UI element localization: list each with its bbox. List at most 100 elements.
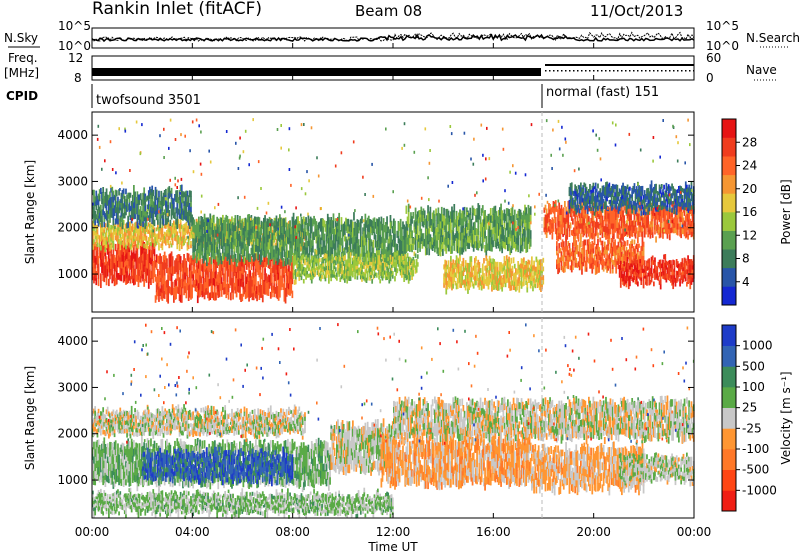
heatmap-cell xyxy=(266,276,269,284)
heatmap-cell xyxy=(240,229,242,236)
heatmap-cell xyxy=(308,233,311,241)
heatmap-cell xyxy=(239,238,241,247)
heatmap-cell xyxy=(117,247,119,255)
heatmap-cell xyxy=(137,265,140,273)
heatmap-cell xyxy=(133,196,135,203)
heatmap-cell xyxy=(158,255,160,264)
heatmap-cell xyxy=(249,277,252,285)
heatmap-cell xyxy=(142,198,144,205)
heatmap-cell xyxy=(294,237,297,245)
heatmap-cell xyxy=(267,226,270,235)
heatmap-cell xyxy=(128,211,131,217)
nave-dot xyxy=(677,70,679,72)
heatmap-cell xyxy=(210,249,213,257)
heatmap-cell xyxy=(182,239,184,243)
heatmap-cell xyxy=(109,258,111,266)
heatmap-cell xyxy=(135,202,138,209)
heatmap-cell xyxy=(95,214,98,220)
freq-unit: [MHz] xyxy=(4,66,39,80)
heatmap-cell xyxy=(184,265,187,273)
heatmap-cell xyxy=(129,235,132,241)
heatmap-cell xyxy=(322,218,325,227)
heatmap-cell xyxy=(326,235,329,244)
heatmap-cell xyxy=(257,260,260,269)
heatmap-cell xyxy=(171,233,174,238)
heatmap-cell xyxy=(120,212,123,218)
heatmap-cell xyxy=(334,267,337,272)
heatmap-cell xyxy=(102,235,105,239)
heatmap-cell xyxy=(227,232,230,240)
heatmap-cell xyxy=(105,240,108,245)
heatmap-cell xyxy=(166,279,168,288)
heatmap-cell xyxy=(294,231,297,239)
heatmap-cell xyxy=(175,258,177,266)
heatmap-cell xyxy=(130,251,133,259)
heatmap-cell xyxy=(243,286,246,295)
heatmap-cell xyxy=(515,220,517,229)
heatmap-cell xyxy=(198,245,200,254)
heatmap-cell xyxy=(256,225,258,230)
heatmap-cell xyxy=(118,273,120,280)
heatmap-cell xyxy=(230,270,232,278)
heatmap-cell xyxy=(386,216,388,225)
heatmap-cell xyxy=(226,274,229,282)
heatmap-cell xyxy=(152,207,155,214)
heatmap-cell xyxy=(112,196,115,203)
heatmap-cell xyxy=(146,195,149,201)
heatmap-cell xyxy=(329,248,331,257)
heatmap-cell xyxy=(127,204,130,211)
heatmap-cell xyxy=(157,269,159,277)
heatmap-cell xyxy=(239,231,241,239)
heatmap-cell xyxy=(242,241,245,249)
heatmap-cell xyxy=(272,265,274,273)
heatmap-cell xyxy=(163,231,166,236)
heatmap-cell xyxy=(101,245,103,253)
heatmap-cell xyxy=(284,258,287,266)
heatmap-cell xyxy=(253,237,256,242)
heatmap-cell xyxy=(155,214,158,221)
heatmap-cell xyxy=(227,245,230,253)
heatmap-cell xyxy=(202,225,205,230)
heatmap-cell xyxy=(143,243,146,249)
heatmap-cell xyxy=(155,241,158,245)
heatmap-cell xyxy=(249,254,252,262)
heatmap-cell xyxy=(264,250,266,258)
heatmap-cell xyxy=(166,201,168,208)
heatmap-cell xyxy=(273,269,276,277)
heatmap-cell xyxy=(274,243,277,248)
heatmap-cell xyxy=(214,278,216,287)
heatmap-cell xyxy=(145,267,148,276)
heatmap-cell xyxy=(240,223,242,230)
heatmap-cell xyxy=(429,206,432,215)
heatmap-cell xyxy=(179,279,182,288)
heatmap-cell xyxy=(266,232,269,240)
heatmap-cell xyxy=(216,246,219,255)
heatmap-cell xyxy=(211,236,214,244)
heatmap-cell xyxy=(161,285,164,294)
heatmap-cell xyxy=(152,233,155,237)
heatmap-cell xyxy=(151,232,154,236)
heatmap-cell xyxy=(296,239,298,248)
heatmap-cell xyxy=(168,254,171,262)
heatmap-cell xyxy=(201,284,204,291)
heatmap-cell xyxy=(312,238,314,246)
heatmap-cell xyxy=(143,231,146,236)
heatmap-cell xyxy=(103,200,106,207)
heatmap-cell xyxy=(256,230,258,239)
heatmap-cell xyxy=(237,279,240,287)
heatmap-cell xyxy=(479,268,482,273)
heatmap-cell xyxy=(272,285,274,293)
heatmap-cell xyxy=(320,250,322,258)
heatmap-cell xyxy=(468,267,471,273)
heatmap-cell xyxy=(176,235,179,241)
heatmap-cell xyxy=(111,275,114,284)
heatmap-cell xyxy=(183,254,185,262)
heatmap-cell xyxy=(169,190,172,197)
heatmap-cell xyxy=(157,237,159,243)
heatmap-cell xyxy=(92,252,94,261)
heatmap-cell xyxy=(503,265,506,271)
heatmap-cell xyxy=(461,275,464,281)
heatmap-cell xyxy=(265,228,268,236)
heatmap-cell xyxy=(126,264,128,272)
